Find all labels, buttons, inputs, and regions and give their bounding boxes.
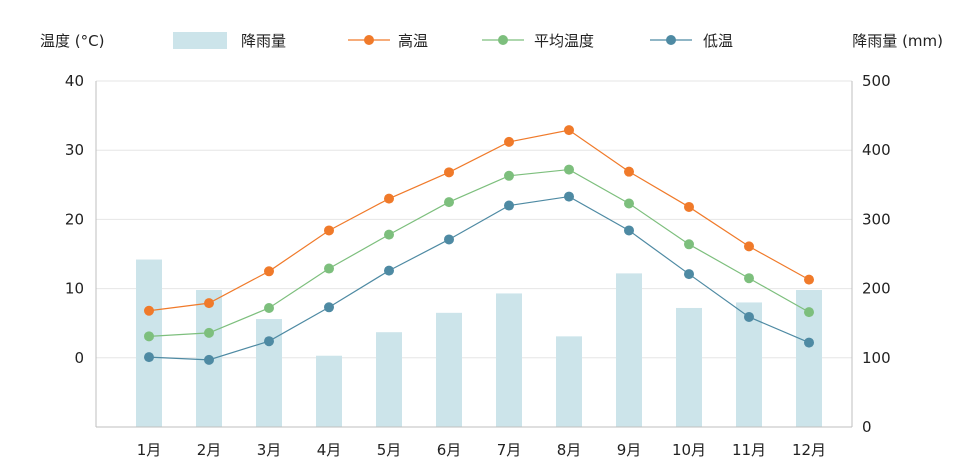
rainfall-bar bbox=[556, 336, 582, 427]
legend-label-rainfall: 降雨量 bbox=[241, 32, 286, 50]
temperature-lines bbox=[144, 125, 814, 365]
x-tick-label: 3月 bbox=[257, 441, 282, 459]
series-point-2 bbox=[684, 269, 694, 280]
series-point-1 bbox=[624, 198, 634, 209]
series-point-2 bbox=[384, 265, 394, 276]
rainfall-bars bbox=[136, 259, 822, 427]
series-point-1 bbox=[804, 307, 814, 318]
right-axis-title: 降雨量 (mm) bbox=[852, 32, 943, 50]
series-point-1 bbox=[144, 331, 154, 342]
x-tick-label: 1月 bbox=[137, 441, 162, 459]
x-tick-label: 12月 bbox=[792, 441, 826, 459]
left-tick-label: 0 bbox=[74, 349, 84, 367]
series-point-0 bbox=[684, 201, 694, 212]
left-tick-label: 10 bbox=[65, 280, 84, 298]
right-axis-ticks: 0 100 200 300 400 500 bbox=[862, 72, 891, 436]
rainfall-bar bbox=[676, 307, 702, 427]
left-axis-ticks: 0 10 20 30 40 bbox=[65, 72, 84, 367]
legend-marker-high bbox=[364, 35, 374, 45]
legend-label-average: 平均温度 bbox=[534, 32, 594, 50]
series-point-1 bbox=[444, 197, 454, 208]
series-point-1 bbox=[684, 239, 694, 250]
x-tick-label: 10月 bbox=[672, 441, 706, 459]
left-axis-title: 温度 (°C) bbox=[40, 32, 104, 50]
right-tick-label: 100 bbox=[862, 349, 891, 367]
series-point-0 bbox=[624, 166, 634, 177]
series-point-2 bbox=[564, 191, 574, 202]
series-point-0 bbox=[384, 193, 394, 204]
left-tick-label: 40 bbox=[65, 72, 84, 90]
left-tick-label: 30 bbox=[65, 141, 84, 159]
series-point-1 bbox=[564, 164, 574, 175]
x-tick-label: 2月 bbox=[197, 441, 222, 459]
series-point-0 bbox=[324, 225, 334, 236]
series-point-2 bbox=[804, 337, 814, 348]
series-point-0 bbox=[204, 298, 214, 309]
series-point-0 bbox=[144, 305, 154, 316]
rainfall-bar bbox=[496, 293, 522, 427]
rainfall-bar bbox=[256, 319, 282, 427]
series-point-1 bbox=[744, 273, 754, 284]
legend: 降雨量 高温 平均温度 低温 bbox=[173, 32, 733, 50]
rainfall-bar bbox=[376, 332, 402, 427]
x-tick-label: 6月 bbox=[437, 441, 462, 459]
x-tick-label: 11月 bbox=[732, 441, 766, 459]
rainfall-bar bbox=[316, 355, 342, 427]
series-point-2 bbox=[744, 311, 754, 322]
series-point-2 bbox=[204, 354, 214, 365]
series-point-1 bbox=[204, 327, 214, 338]
x-tick-label: 4月 bbox=[317, 441, 342, 459]
series-point-0 bbox=[804, 274, 814, 285]
rainfall-bar bbox=[136, 259, 162, 427]
right-tick-label: 400 bbox=[862, 141, 891, 159]
series-point-2 bbox=[264, 336, 274, 347]
x-tick-label: 9月 bbox=[617, 441, 642, 459]
legend-label-low: 低温 bbox=[703, 32, 733, 50]
legend-marker-average bbox=[498, 35, 508, 45]
x-tick-label: 8月 bbox=[557, 441, 582, 459]
series-point-0 bbox=[744, 241, 754, 252]
right-tick-label: 200 bbox=[862, 280, 891, 298]
series-point-2 bbox=[444, 234, 454, 245]
series-point-0 bbox=[264, 266, 274, 277]
series-point-1 bbox=[384, 229, 394, 240]
legend-swatch-rainfall bbox=[173, 32, 227, 49]
rainfall-bar bbox=[436, 312, 462, 427]
grid-lines bbox=[96, 80, 852, 359]
series-line-2 bbox=[148, 195, 810, 361]
x-axis-ticks: 1月 2月 3月 4月 5月 6月 7月 8月 9月 10月 11月 12月 bbox=[137, 441, 826, 459]
series-line-1 bbox=[148, 168, 810, 337]
right-tick-label: 0 bbox=[862, 418, 872, 436]
series-point-2 bbox=[504, 200, 514, 211]
rainfall-bar bbox=[616, 273, 642, 427]
series-point-1 bbox=[324, 263, 334, 274]
series-point-1 bbox=[504, 170, 514, 181]
series-point-0 bbox=[504, 136, 514, 147]
x-tick-label: 5月 bbox=[377, 441, 402, 459]
rainfall-bar bbox=[736, 302, 762, 427]
legend-label-high: 高温 bbox=[398, 32, 428, 50]
series-line-0 bbox=[148, 129, 810, 312]
right-tick-label: 300 bbox=[862, 210, 891, 228]
series-point-2 bbox=[324, 302, 334, 313]
legend-marker-low bbox=[666, 35, 676, 45]
axes bbox=[95, 81, 853, 428]
left-tick-label: 20 bbox=[65, 210, 84, 228]
series-point-2 bbox=[144, 352, 154, 363]
series-point-0 bbox=[444, 167, 454, 178]
series-point-1 bbox=[264, 302, 274, 313]
x-tick-label: 7月 bbox=[497, 441, 522, 459]
series-point-0 bbox=[564, 125, 574, 136]
series-point-2 bbox=[624, 225, 634, 236]
right-tick-label: 500 bbox=[862, 72, 891, 90]
